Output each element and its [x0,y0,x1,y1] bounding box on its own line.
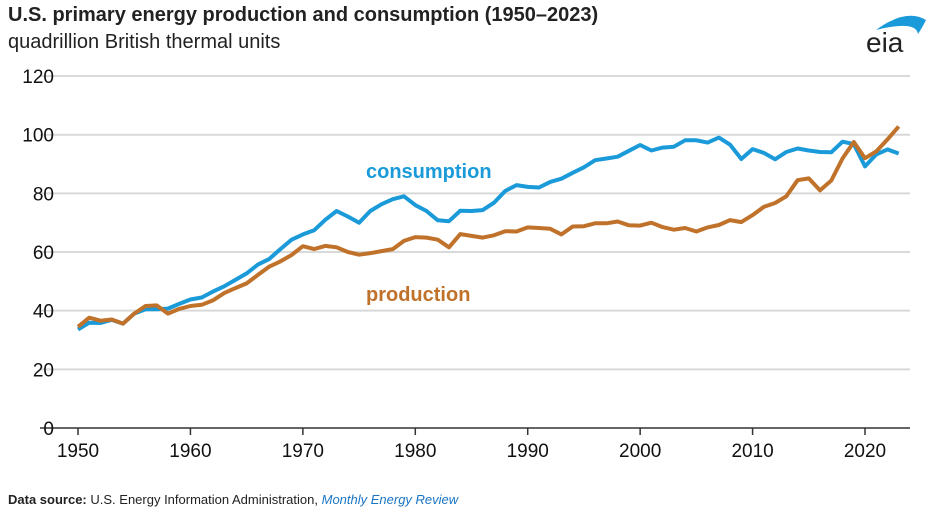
x-tick-label: 2000 [619,441,661,462]
source-link[interactable]: Monthly Energy Review [321,492,459,507]
source-label: Data source: [8,492,87,507]
eia-logo: eia [866,15,926,54]
y-tick-label: 0 [43,419,54,440]
consumption-label: consumption [366,161,492,183]
source-text: U.S. Energy Information Administration, [90,492,318,507]
production-label: production [366,284,470,306]
production-line [76,125,901,329]
data-source: Data source: U.S. Energy Information Adm… [8,492,458,507]
x-tick-label: 1980 [394,441,436,462]
y-tick-label: 120 [22,67,54,88]
consumption-line [76,135,900,332]
x-tick-label: 1970 [282,441,324,462]
x-tick-label: 2010 [731,441,773,462]
y-tick-label: 60 [33,243,54,264]
y-tick-label: 100 [22,126,54,147]
y-tick-label: 20 [33,360,54,381]
x-tick-label: 2020 [844,441,886,462]
y-tick-label: 80 [33,184,54,205]
y-tick-label: 40 [33,302,54,323]
x-tick-label: 1960 [169,441,211,462]
x-tick-label: 1990 [507,441,549,462]
chart-title: U.S. primary energy production and consu… [8,4,599,26]
logo-text: eia [866,27,904,54]
x-tick-label: 1950 [57,441,99,462]
line-chart: 0 20 40 60 80 100 120 1950 1960 1970 1980 1990 2000… [22,67,910,462]
chart-subtitle: quadrillion British thermal units [8,31,281,53]
